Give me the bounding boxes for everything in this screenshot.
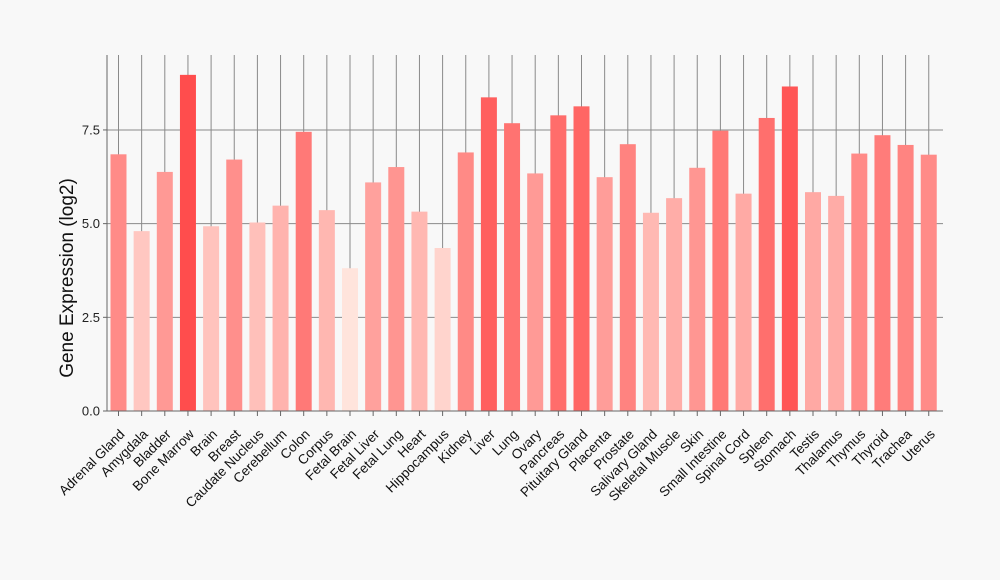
bar bbox=[874, 135, 891, 412]
bar bbox=[110, 154, 127, 411]
bar bbox=[712, 130, 729, 411]
bar bbox=[203, 226, 220, 411]
y-tick-label: 2.5 bbox=[82, 310, 100, 325]
y-tick-label: 5.0 bbox=[82, 216, 100, 231]
bar bbox=[689, 167, 706, 411]
bar bbox=[156, 171, 173, 411]
bar bbox=[318, 210, 335, 411]
bar bbox=[504, 123, 521, 412]
bar bbox=[828, 195, 845, 411]
bar bbox=[550, 115, 567, 411]
bar bbox=[619, 144, 636, 411]
axes bbox=[103, 55, 943, 416]
bar bbox=[133, 231, 150, 411]
bar bbox=[179, 74, 196, 411]
bar bbox=[342, 268, 358, 411]
bar bbox=[805, 192, 821, 411]
bar bbox=[457, 152, 474, 411]
bar bbox=[411, 211, 428, 411]
bar bbox=[249, 222, 266, 411]
bars bbox=[110, 74, 937, 412]
bar bbox=[735, 193, 752, 411]
bar bbox=[295, 131, 312, 412]
bar bbox=[920, 154, 937, 411]
bar bbox=[851, 153, 868, 411]
bar bbox=[272, 205, 289, 411]
bar bbox=[666, 198, 683, 411]
bar bbox=[596, 177, 613, 411]
bar bbox=[388, 167, 405, 411]
y-axis-title: Gene Expression (log2) bbox=[57, 178, 78, 378]
bar bbox=[758, 117, 775, 412]
bar bbox=[642, 212, 659, 411]
bar bbox=[573, 106, 590, 411]
bar bbox=[527, 173, 544, 411]
bar bbox=[226, 159, 243, 411]
bar bbox=[480, 97, 497, 411]
bar bbox=[434, 247, 451, 411]
y-tick-label: 0.0 bbox=[82, 404, 100, 419]
bar bbox=[365, 182, 382, 411]
bar bbox=[781, 86, 798, 411]
bar bbox=[897, 144, 914, 412]
y-tick-label: 7.5 bbox=[82, 122, 100, 137]
